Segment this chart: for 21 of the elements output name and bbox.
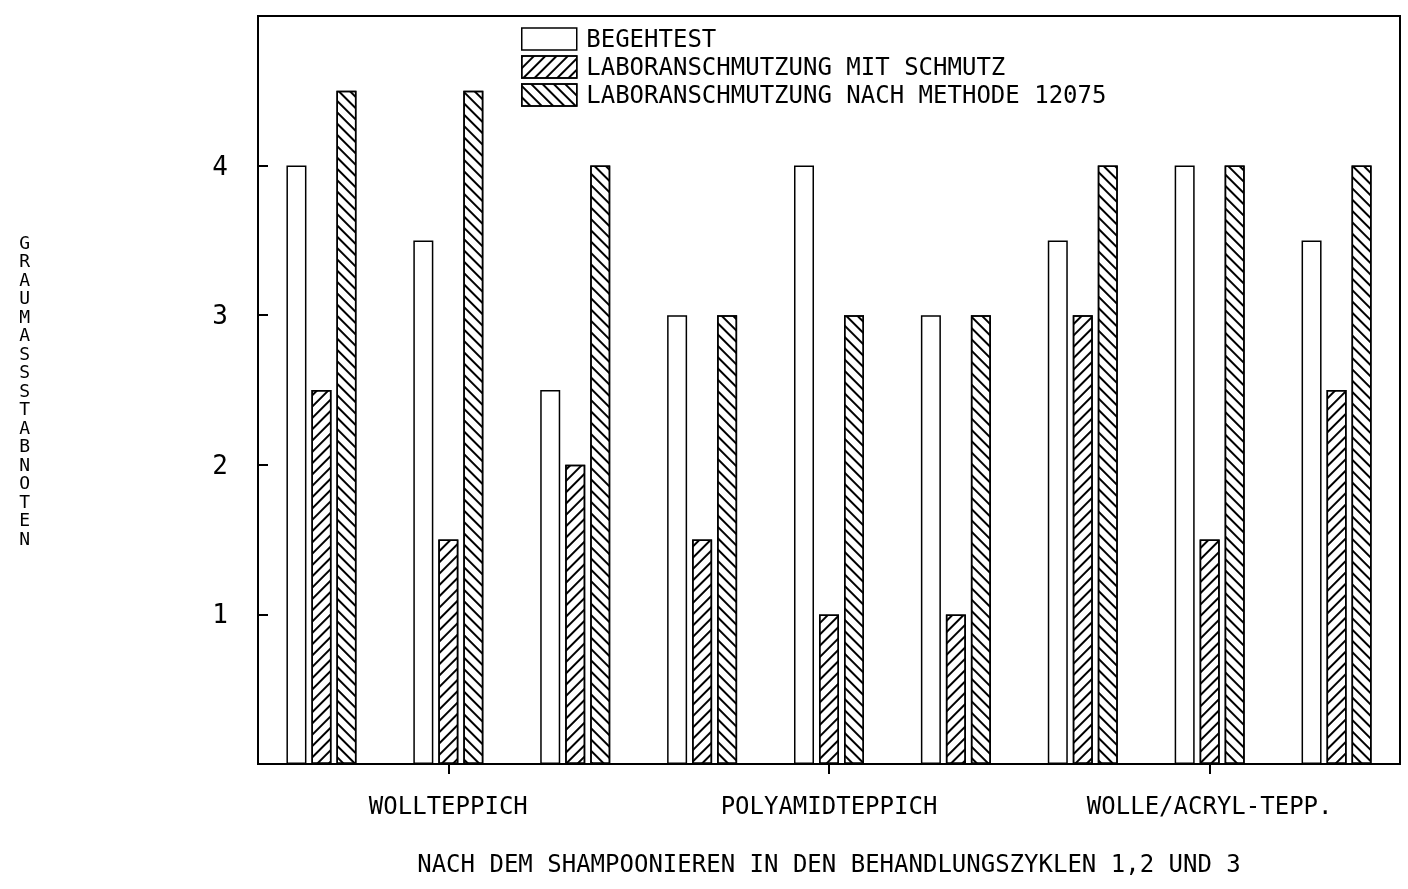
y-tick-label: 1 [212,599,228,630]
legend-label: LABORANSCHMUTZUNG NACH METHODE 12075 [586,81,1107,109]
bar [1047,240,1068,764]
y-tick-label: 3 [212,300,228,331]
bar [667,315,688,764]
bar [794,165,814,764]
x-tick-label: WOLLE/ACRYL-TEPP. [1086,792,1333,820]
bar [1174,165,1195,764]
x-tick-label: POLYAMIDTEPPICH [720,792,938,820]
x-tick-label: WOLLTEPPICH [368,792,528,820]
y-tick-label: 2 [212,449,228,480]
bar [286,165,307,764]
bar [920,315,941,764]
bar [1301,240,1322,764]
legend-label: BEGEHTEST [586,25,717,53]
legend-label: LABORANSCHMUTZUNG MIT SCHMUTZ [586,53,1006,81]
text: GRAUMASSSTABNOTEN [19,231,30,549]
x-axis-title: NACH DEM SHAMPOONIEREN IN DEN BEHANDLUNGSZYKLEN 1,2 UND 3 [417,850,1241,878]
bar [540,390,561,764]
y-tick-label: 4 [212,150,228,181]
bar [413,240,434,764]
